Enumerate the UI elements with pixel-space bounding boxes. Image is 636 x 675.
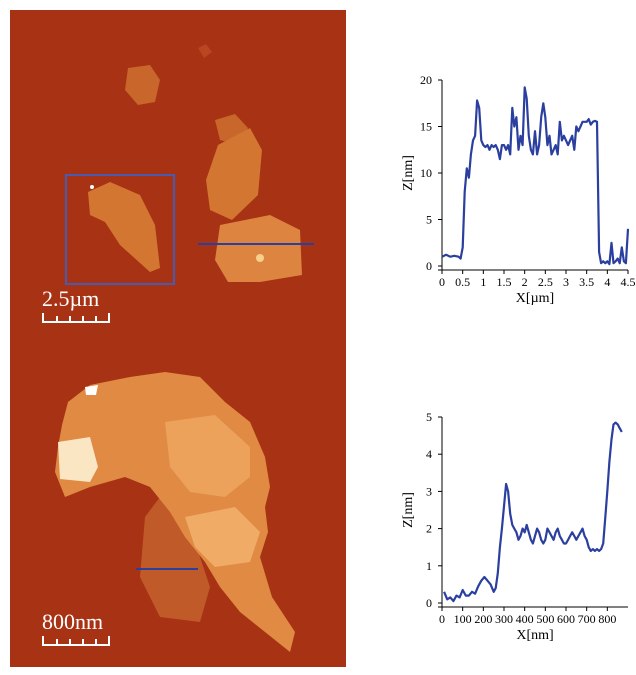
y-tick-label: 0 — [426, 259, 432, 273]
selection-box — [65, 174, 175, 285]
afm-image-zoom: 800nm — [10, 347, 346, 667]
flake-terrace — [185, 507, 260, 567]
y-tick-label: 15 — [420, 120, 432, 134]
flake — [140, 497, 210, 622]
profile-series-line — [443, 421, 623, 603]
flake-terrace — [165, 415, 250, 497]
x-tick-label: 700 — [578, 612, 596, 626]
x-tick-label: 800 — [598, 612, 616, 626]
x-tick-label: 500 — [536, 612, 554, 626]
x-tick-label: 600 — [557, 612, 575, 626]
scalebar-label: 2.5µm — [42, 286, 100, 311]
flake — [125, 65, 160, 105]
y-tick-label: 5 — [426, 410, 432, 424]
bright-spot — [85, 385, 98, 395]
x-tick-label: 3.5 — [579, 275, 594, 289]
x-tick-label: 2 — [522, 275, 528, 289]
x-tick-label: 0.5 — [455, 275, 470, 289]
height-profile-top-svg: 0 0.5 1 1.5 2 2.5 3 3.5 4 4.5 0 5 10 15 20 X[µm] Z[nm] — [401, 73, 636, 306]
bright-region — [58, 437, 98, 482]
x-tick-label: 0 — [439, 612, 445, 626]
x-axis-label: X[µm] — [516, 291, 554, 306]
y-tick-label: 1 — [426, 559, 432, 573]
x-tick-label: 100 — [454, 612, 472, 626]
bright-spot — [90, 185, 94, 189]
scalebar-label: 800nm — [42, 609, 104, 634]
x-tick-label: 400 — [516, 612, 534, 626]
y-axis-label: Z[nm] — [401, 155, 416, 191]
y-tick-label: 5 — [426, 213, 432, 227]
x-tick-label: 1.5 — [497, 275, 512, 289]
profile-series-line — [441, 86, 630, 266]
x-tick-label: 4.5 — [621, 275, 636, 289]
y-tick-label: 0 — [426, 596, 432, 610]
afm-overview-graphic — [10, 10, 346, 347]
scalebar — [42, 636, 110, 646]
flake — [215, 215, 302, 282]
flake — [198, 44, 212, 58]
y-tick-label: 10 — [420, 166, 432, 180]
afm-image-overview: 2.5µm — [10, 10, 346, 347]
x-tick-label: 3 — [563, 275, 569, 289]
y-axis-label: Z[nm] — [401, 492, 416, 528]
x-tick-label: 0 — [439, 275, 445, 289]
x-tick-label: 1 — [480, 275, 486, 289]
x-tick-label: 200 — [474, 612, 492, 626]
y-tick-label: 20 — [420, 73, 432, 87]
height-profile-top: 0 0.5 1 1.5 2 2.5 3 3.5 4 4.5 0 5 10 15 20 X[µm] Z[nm] — [384, 68, 636, 318]
y-tick-label: 3 — [426, 484, 432, 498]
flake — [88, 182, 160, 272]
x-axis-label: X[nm] — [516, 628, 553, 643]
y-tick-label: 4 — [426, 447, 432, 461]
afm-zoom-graphic — [10, 347, 346, 667]
scalebar — [42, 313, 110, 323]
x-tick-label: 4 — [604, 275, 610, 289]
height-profile-bottom-svg: 0 100 200 300 400 500 600 700 800 0 1 2 3 4 5 X[nm] Z[nm… — [401, 410, 628, 643]
flake — [206, 128, 262, 220]
y-tick-label: 2 — [426, 522, 432, 536]
x-tick-label: 300 — [495, 612, 513, 626]
height-profile-bottom: 0 100 200 300 400 500 600 700 800 0 1 2 3 4 5 X[nm] Z[nm… — [384, 405, 636, 655]
bright-spot — [256, 254, 264, 262]
x-tick-label: 2.5 — [538, 275, 553, 289]
